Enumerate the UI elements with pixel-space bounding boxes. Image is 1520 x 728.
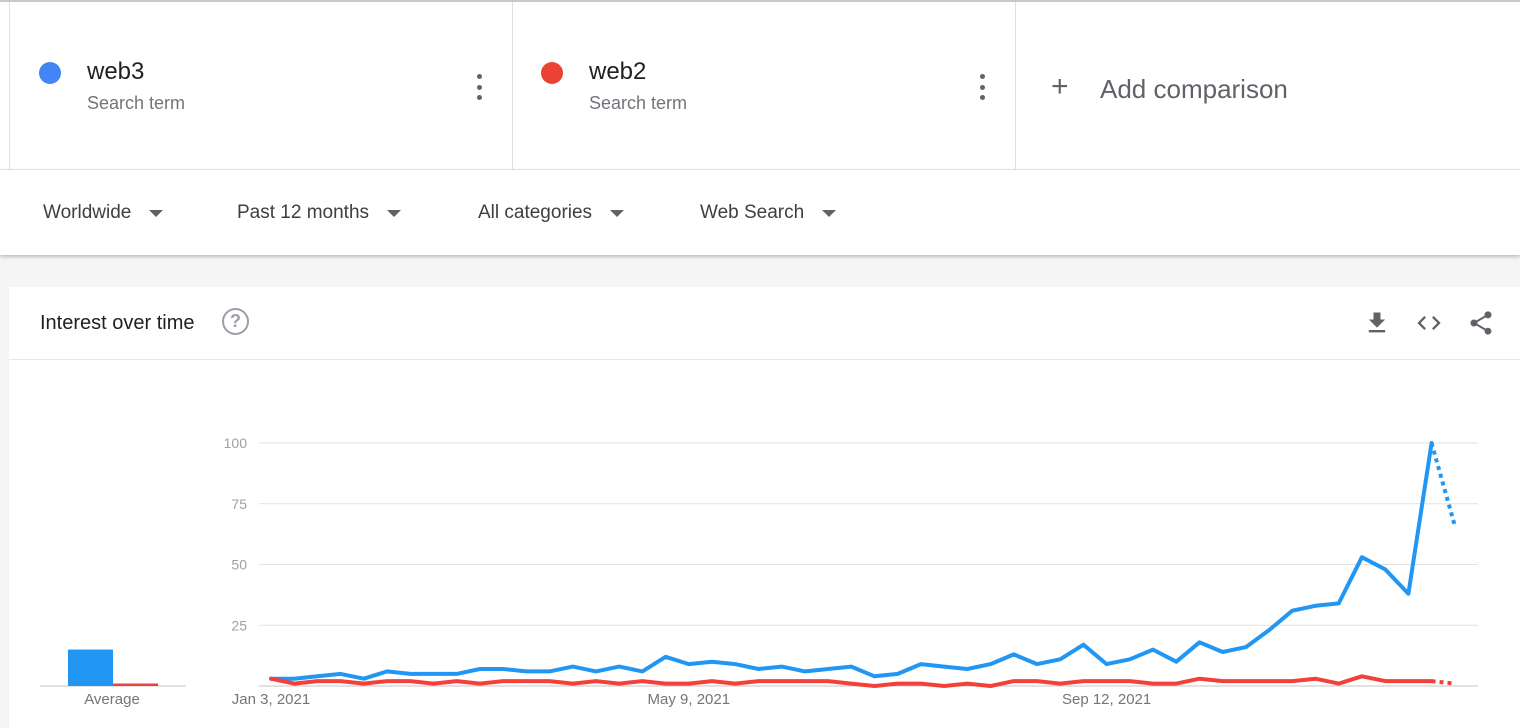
term-color-dot [39, 62, 61, 84]
series-lines [269, 441, 1457, 688]
y-tick-label: 100 [224, 435, 248, 451]
series-line-web3 [269, 441, 1434, 681]
caret-down-icon [822, 209, 837, 217]
x-tick-label: May 9, 2021 [648, 691, 731, 708]
x-tick-label: Jan 3, 2021 [232, 691, 310, 708]
download-icon[interactable] [1363, 309, 1391, 337]
caret-down-icon [149, 209, 164, 217]
term-type-label: Search term [87, 93, 186, 113]
gridlines [40, 442, 1478, 687]
caret-down-icon [387, 209, 402, 217]
y-tick-label: 75 [231, 496, 247, 512]
average-chart [68, 649, 158, 686]
more-options-icon[interactable] [476, 74, 482, 100]
category-value: All categories [478, 202, 593, 223]
search-type-dropdown[interactable]: Web Search [700, 201, 837, 225]
y-tick-label: 25 [231, 617, 247, 633]
time-range-value: Past 12 months [237, 202, 370, 223]
average-bar-web2 [113, 683, 158, 686]
embed-code-icon[interactable] [1415, 309, 1443, 337]
series-line-web2 [269, 674, 1434, 688]
share-icon[interactable] [1467, 309, 1495, 337]
interest-over-time-chart: 25 50 75 100 Jan 3, 2021 May 9, 2021 Sep 12, 2… [40, 435, 1478, 708]
add-comparison-button[interactable]: + Add comparison [1015, 2, 1520, 169]
filters-bar: Worldwide Past 12 months All categories … [0, 169, 1520, 255]
axis-labels: 25 50 75 100 Jan 3, 2021 May 9, 2021 Sep 12, 2… [84, 435, 1151, 708]
average-label: Average [84, 691, 140, 708]
series-partial-segment-web2 [1431, 679, 1455, 686]
add-comparison-label: Add comparison [1100, 74, 1288, 104]
term-name[interactable]: web2 [589, 58, 647, 85]
category-dropdown[interactable]: All categories [478, 201, 625, 225]
time-range-dropdown[interactable]: Past 12 months [237, 201, 402, 225]
caret-down-icon [610, 209, 625, 217]
term-color-dot [541, 62, 563, 84]
y-tick-label: 50 [231, 557, 247, 573]
interest-over-time-card: Interest over time ? 25 50 75 100 Jan 3, 202… [9, 287, 1520, 728]
search-terms-bar: web3 Search term web2 Search term + Add … [0, 0, 1520, 169]
card-header: Interest over time ? [9, 287, 1520, 360]
term-type-label: Search term [589, 93, 688, 113]
card-title: Interest over time [40, 312, 195, 334]
term-name[interactable]: web3 [87, 58, 145, 85]
average-bar-web3 [68, 649, 113, 686]
region-value: Worldwide [43, 202, 132, 223]
more-options-icon[interactable] [979, 74, 985, 100]
help-icon[interactable]: ? [222, 308, 249, 335]
series-partial-segment-web3 [1429, 442, 1457, 527]
term-card-web3[interactable]: web3 Search term [9, 2, 513, 169]
x-tick-label: Sep 12, 2021 [1062, 691, 1151, 708]
plus-icon: + [1051, 70, 1069, 103]
region-dropdown[interactable]: Worldwide [43, 201, 164, 225]
term-card-web2[interactable]: web2 Search term [512, 2, 1016, 169]
search-type-value: Web Search [700, 202, 805, 223]
